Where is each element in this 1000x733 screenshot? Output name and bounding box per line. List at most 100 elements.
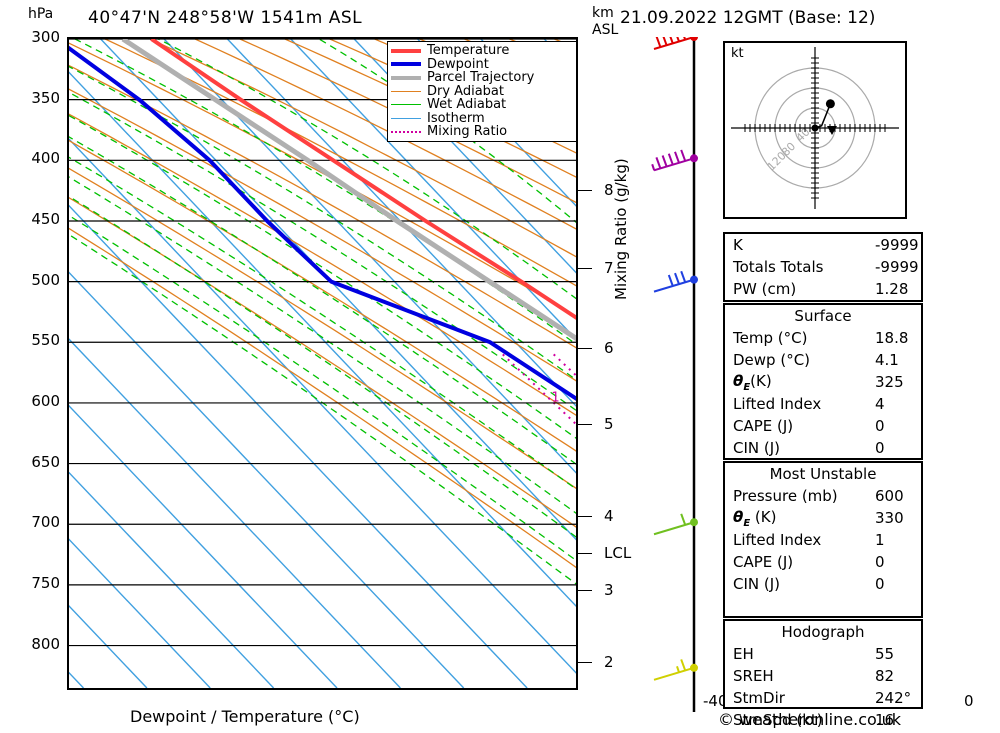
table-row-value: 0	[875, 553, 885, 571]
table-row: StmDir 242°	[725, 687, 921, 709]
table-row-value: 18.8	[875, 329, 909, 347]
table-row-key: CAPE (J)	[733, 553, 794, 571]
most_unstable-table-heading: Most Unstable	[769, 465, 877, 483]
table-row: CIN (J) 0	[725, 573, 921, 595]
legend-item-mixing-ratio: Mixing Ratio	[391, 125, 573, 139]
legend-label: Mixing Ratio	[427, 124, 508, 140]
table-row: Lifted Index 1	[725, 529, 921, 551]
general-indices-table: K -9999 Totals Totals -9999 PW (cm) 1.28	[723, 232, 923, 302]
table-row: StmSpd (kt) 16	[725, 709, 921, 731]
table-row-value: -9999	[875, 258, 919, 276]
table-row-key: Dewp (°C)	[733, 351, 811, 369]
table-row-value: 1.28	[875, 280, 909, 298]
height-tick-7: 7	[604, 259, 614, 277]
wind-barb-column	[648, 28, 710, 712]
table-row-key: CIN (J)	[733, 575, 781, 593]
table-row: Lifted Index 4	[725, 393, 921, 415]
table-row-key: Pressure (mb)	[733, 487, 838, 505]
pressure-tick-600: 600	[31, 391, 60, 410]
legend-label: Dry Adiabat	[427, 83, 504, 99]
wind-barb-500	[653, 270, 698, 293]
pressure-tick-700: 700	[31, 513, 60, 532]
most-unstable-parcel-table: Most Unstable Pressure (mb) 600 θE (K) 330 Li…	[723, 461, 923, 618]
station-title: 40°47'N 248°58'W 1541m ASL	[88, 8, 363, 28]
table-row-value: 0	[875, 575, 885, 593]
table-row: K -9999	[725, 234, 921, 256]
table-row-key: Temp (°C)	[733, 329, 808, 347]
table-row-key: Lifted Index	[733, 395, 822, 413]
table-row: Pressure (mb) 600	[725, 485, 921, 507]
table-row: CAPE (J) 0	[725, 551, 921, 573]
table-row-key: Lifted Index	[733, 531, 822, 549]
table-row-value: 4.1	[875, 351, 899, 369]
table-row-value: 16	[875, 711, 895, 729]
height-tick-5: 5	[604, 415, 614, 433]
pressure-tick-450: 450	[31, 209, 60, 228]
table-row-key: StmSpd (kt)	[733, 711, 823, 729]
table-row: Totals Totals -9999	[725, 256, 921, 278]
pressure-tick-650: 650	[31, 452, 60, 471]
skewt-panel: 40°47'N 248°58'W 1541m ASL hPa km ASL 1 …	[28, 5, 974, 726]
legend: Temperature Dewpoint Parcel Trajectory Dry …	[387, 41, 577, 142]
copyright-footer: © weatheronline.co.uk	[718, 710, 901, 729]
legend-item-dewpoint: Dewpoint	[391, 58, 573, 72]
pressure-tick-800: 800	[31, 634, 60, 653]
temp-tick-0: 0	[963, 692, 974, 710]
pressure-tick-400: 400	[31, 149, 60, 168]
table-row: CAPE (J) 0	[725, 415, 921, 437]
table-row-key: Totals Totals	[733, 258, 824, 276]
lcl-tick-mark	[578, 553, 592, 554]
height-tick-mark-3	[578, 590, 592, 591]
wind-barb-820	[653, 659, 698, 681]
table-row-key: SREH	[733, 667, 774, 685]
height-tick-mark-5	[578, 424, 592, 425]
svg-text:1: 1	[551, 390, 559, 405]
table-row-value: 1	[875, 531, 885, 549]
table-row-value: 330	[875, 509, 904, 527]
legend-item-wet-adiabat: Wet Adiabat	[391, 98, 573, 112]
table-row: CIN (J) 0	[725, 437, 921, 459]
surface-parcel-table: Surface Temp (°C) 18.8 Dewp (°C) 4.1 θE(K) 325…	[723, 303, 923, 460]
table-row: SREH 82	[725, 665, 921, 687]
height-tick-4: 4	[604, 507, 614, 525]
skewt-plot-area[interactable]: 1	[67, 37, 578, 690]
height-tick-mark-6	[578, 348, 592, 349]
legend-item-temperature: Temperature	[391, 44, 573, 58]
height-tick-mark-2	[578, 662, 592, 663]
height-tick-6: 6	[604, 339, 614, 357]
legend-item-isotherm: Isotherm	[391, 112, 573, 126]
height-tick-mark-4	[578, 516, 592, 517]
table-row-key: EH	[733, 645, 754, 663]
table-row-value: 82	[875, 667, 895, 685]
asl-label: ASL	[592, 22, 619, 38]
legend-label: Parcel Trajectory	[427, 70, 535, 86]
pressure-unit-label: hPa	[28, 6, 54, 22]
table-row-value: 0	[875, 417, 885, 435]
table-row-key: K	[733, 236, 743, 254]
hodograph-unit-label: kt	[731, 46, 744, 61]
date-header: 21.09.2022 12GMT (Base: 12)	[620, 8, 876, 28]
surface-table-heading: Surface	[794, 307, 852, 325]
table-row-key: PW (cm)	[733, 280, 797, 298]
legend-swatch-icon	[391, 117, 421, 119]
hodograph-stats-table: Hodograph EH 55 SREH 82 StmDir 242° StmSpd (kt)…	[723, 619, 923, 729]
legend-swatch-icon	[391, 130, 421, 133]
height-tick-3: 3	[604, 581, 614, 599]
height-unit-label: km	[592, 5, 614, 21]
pressure-tick-750: 750	[31, 573, 60, 592]
table-row: Dewp (°C) 4.1	[725, 349, 921, 371]
table-row-value: 0	[875, 439, 885, 457]
height-tick-2: 2	[604, 653, 614, 671]
legend-item-dry-adiabat: Dry Adiabat	[391, 85, 573, 99]
table-row-key: StmDir	[733, 689, 785, 707]
hodograph-plot[interactable]: kt 40 80 120	[723, 41, 907, 219]
legend-label: Wet Adiabat	[427, 97, 507, 113]
table-row: θE (K) 330	[725, 507, 921, 529]
legend-item-parcel-trajectory: Parcel Trajectory	[391, 71, 573, 85]
table-row-key: θE(K)	[733, 371, 772, 393]
height-tick-mark-8	[578, 190, 592, 191]
wind-barbs	[651, 28, 698, 712]
table-row-value: 325	[875, 373, 904, 391]
table-row-value: -9999	[875, 236, 919, 254]
